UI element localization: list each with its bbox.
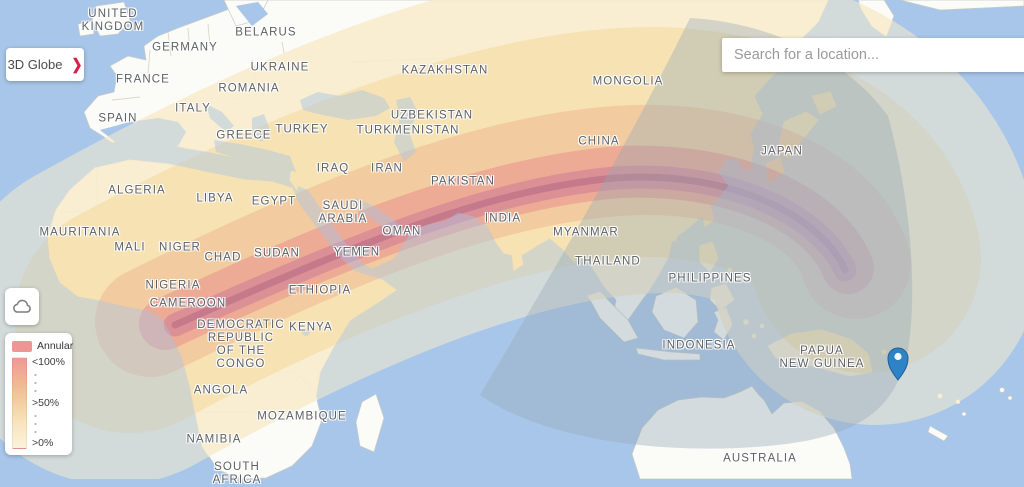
annular-label: Annular	[37, 340, 74, 352]
search-input[interactable]	[722, 38, 1024, 72]
legend-dots	[34, 371, 37, 395]
dusk-overlay	[480, 18, 913, 449]
legend-tick-0: >0%	[32, 437, 54, 449]
legend-tick-50: >50%	[32, 396, 60, 409]
legend-tick-100: <100%	[32, 356, 65, 368]
legend-dots	[34, 411, 37, 435]
cloud-cover-button[interactable]	[5, 288, 39, 325]
obscuration-gradient	[12, 357, 27, 449]
eclipse-legend: Annular <100% >50% >0%	[5, 333, 74, 455]
cloud-icon	[13, 299, 31, 313]
chevron-right-icon: ❯	[71, 55, 83, 73]
globe-view-button[interactable]: 3D Globe ❯	[6, 48, 84, 81]
globe-button-label: 3D Globe	[7, 57, 63, 72]
annular-swatch	[12, 340, 32, 352]
location-marker[interactable]	[887, 347, 909, 381]
location-search[interactable]	[722, 38, 1024, 72]
